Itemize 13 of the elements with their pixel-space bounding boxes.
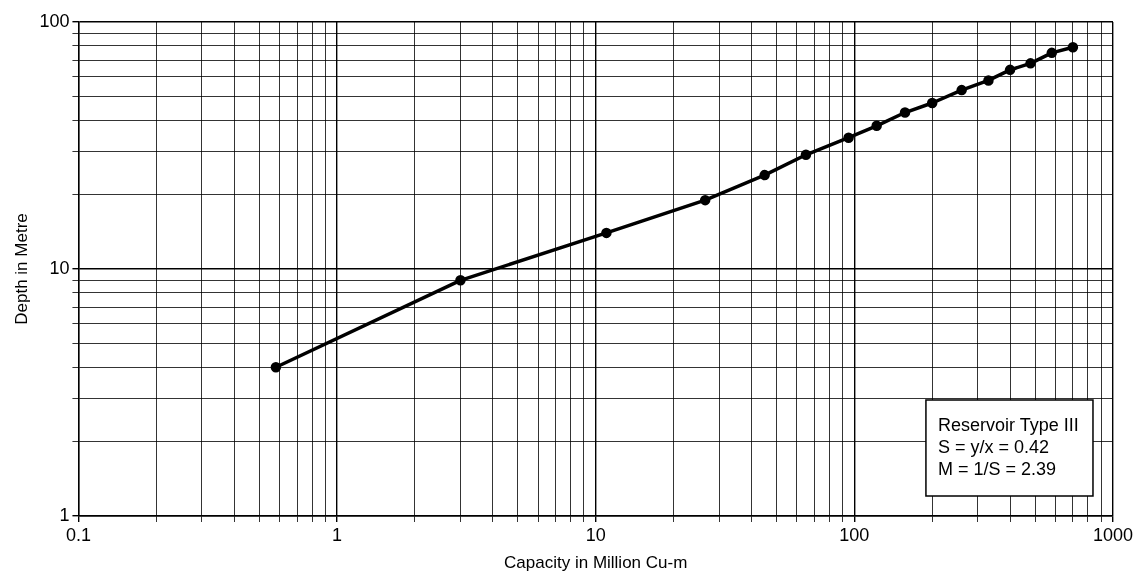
x-tick-label: 1 — [332, 524, 343, 545]
y-axis-title: Depth in Metre — [11, 213, 31, 325]
x-tick-label: 1000 — [1092, 524, 1133, 545]
y-tick-label: 1 — [59, 504, 70, 525]
annotation: Reservoir Type III — [937, 414, 1079, 435]
y-tick-label: 100 — [39, 10, 70, 31]
x-tick-label: 100 — [839, 524, 870, 545]
annotation: M = 1/S = 2.39 — [937, 458, 1057, 479]
x-tick-label: 10 — [585, 524, 606, 545]
annotation: S = y/x = 0.42 — [937, 436, 1050, 457]
x-axis-title: Capacity in Million Cu-m — [504, 553, 688, 573]
y-tick-label: 10 — [49, 257, 70, 278]
x-tick-label: 0.1 — [65, 524, 91, 545]
